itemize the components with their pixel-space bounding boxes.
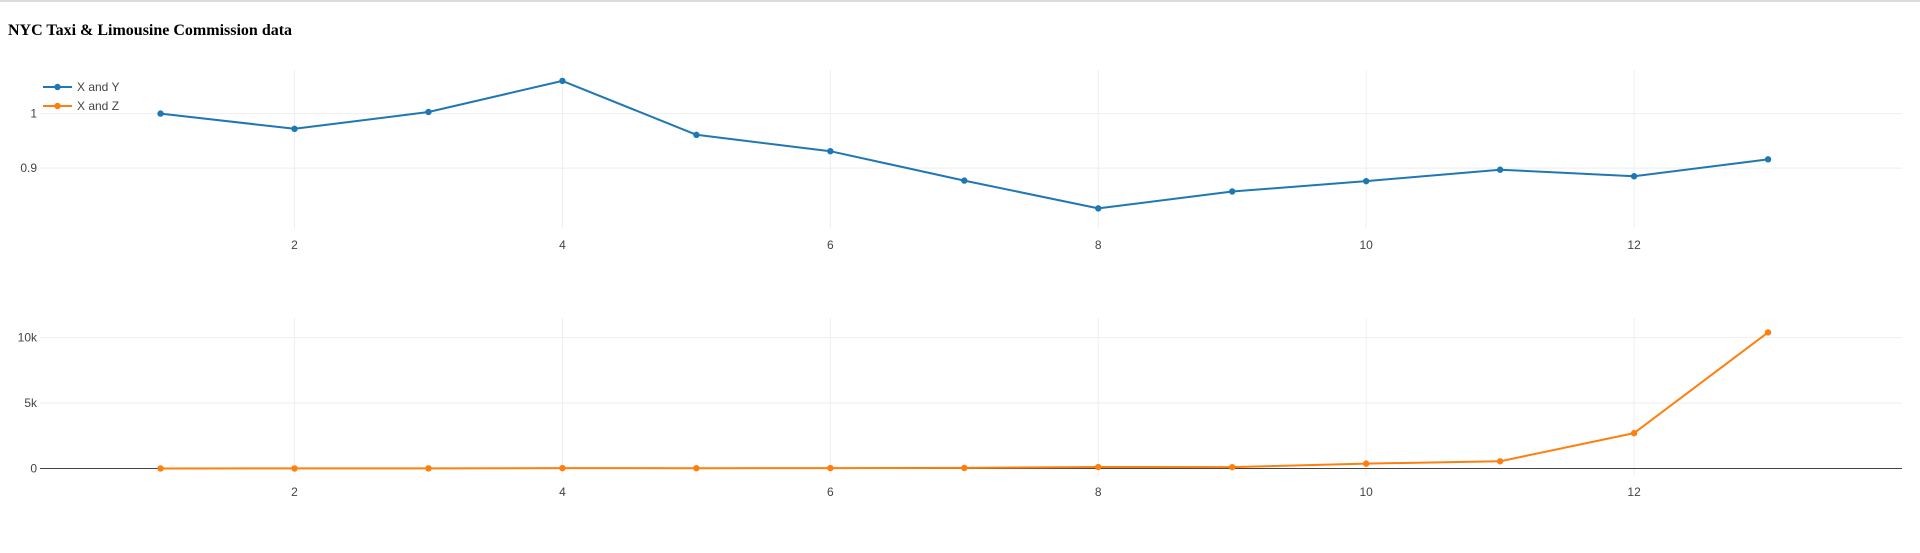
data-point — [1496, 458, 1504, 465]
x-tick-label: 8 — [1095, 238, 1102, 252]
y-tick-label: 10k — [18, 331, 38, 345]
series-line — [160, 79, 1769, 210]
x-tick-label: 12 — [1627, 485, 1641, 499]
data-point — [693, 464, 700, 472]
x-tick-label: 8 — [1095, 485, 1102, 499]
legend-swatch-marker — [54, 102, 61, 110]
y-tick-label: 1 — [30, 107, 37, 121]
data-point — [1496, 166, 1504, 173]
data-point — [157, 110, 164, 117]
data-point — [961, 464, 968, 472]
data-point — [425, 108, 432, 116]
data-point — [827, 464, 834, 472]
x-tick-label: 10 — [1359, 238, 1373, 252]
series-line — [160, 331, 1769, 470]
data-point — [559, 77, 566, 85]
data-point — [1764, 156, 1772, 163]
data-point — [1095, 463, 1102, 471]
x-tick-label: 4 — [559, 238, 566, 252]
y-tick-label: 0 — [30, 461, 37, 475]
x-tick-label: 2 — [291, 238, 298, 252]
data-point — [961, 177, 968, 184]
legend-swatch-marker — [54, 83, 61, 91]
x-tick-label: 2 — [291, 485, 298, 499]
data-point — [157, 465, 164, 472]
chart-panel-1: 2 4 6 8 10 12 0.9 1 — [20, 70, 1902, 252]
data-point — [1630, 173, 1638, 180]
legend: X and Y X and Z — [43, 80, 119, 113]
top-divider — [0, 0, 1920, 2]
x-tick-label: 4 — [559, 485, 566, 499]
data-point — [291, 465, 298, 472]
chart-panel-2: 2 4 6 8 10 12 0 5k 10k — [18, 318, 1902, 499]
y-tick-label: 5k — [24, 396, 38, 410]
data-point — [1095, 205, 1102, 212]
page-title: NYC Taxi & Limousine Commission data — [8, 22, 293, 39]
data-point — [559, 464, 566, 472]
x-tick-label: 12 — [1627, 238, 1641, 252]
data-point — [291, 125, 298, 133]
data-point — [827, 147, 834, 155]
data-point — [1764, 329, 1772, 336]
data-point — [1229, 188, 1236, 195]
data-point — [1229, 463, 1236, 471]
y-tick-label: 0.9 — [20, 161, 37, 175]
data-point — [1362, 177, 1370, 185]
x-tick-label: 6 — [827, 238, 834, 252]
x-tick-label: 6 — [827, 485, 834, 499]
x-tick-label: 10 — [1359, 485, 1373, 499]
data-point — [425, 465, 432, 472]
data-point — [693, 131, 700, 139]
legend-label: X and Z — [77, 99, 119, 113]
data-point — [1362, 460, 1370, 467]
legend-label: X and Y — [77, 80, 119, 94]
data-point — [1630, 429, 1638, 437]
